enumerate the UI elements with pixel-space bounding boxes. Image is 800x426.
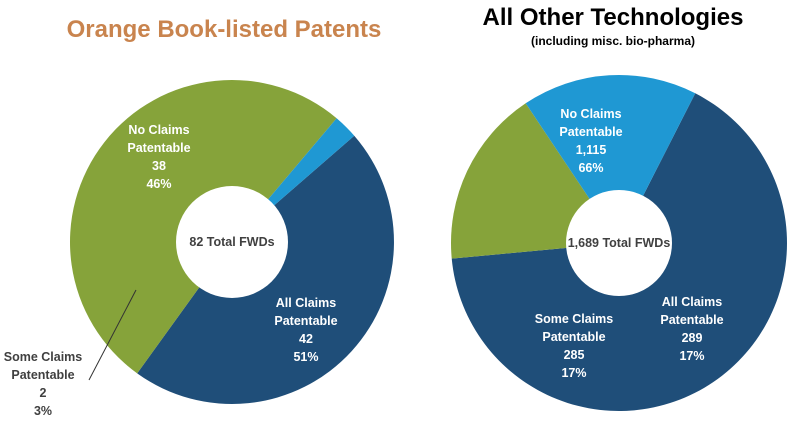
orange-book-title: Orange Book-listed Patents — [67, 16, 382, 43]
label-line: All Claims — [662, 295, 722, 309]
label-line: Patentable — [274, 314, 337, 328]
label-line: 3% — [34, 404, 52, 418]
other-tech-chart: All Other Technologies (including misc. … — [450, 4, 787, 411]
orange-book-chart: Orange Book-listed Patents 82 Total FWDs… — [4, 16, 394, 418]
slice-some-claims — [525, 74, 696, 243]
orange-book-center-label: 82 Total FWDs — [189, 235, 274, 249]
label-line: Patentable — [11, 368, 74, 382]
label-line: 46% — [146, 177, 171, 191]
label-line: 38 — [152, 159, 166, 173]
label-line: Patentable — [559, 125, 622, 139]
other-tech-title: All Other Technologies — [483, 4, 744, 31]
label-line: 17% — [679, 349, 704, 363]
label-line: Some Claims — [4, 350, 83, 364]
donut-hole — [566, 190, 672, 296]
donut-hole — [176, 186, 288, 298]
label-line: Patentable — [542, 330, 605, 344]
label-some-claims: Some Claims Patentable 2 3% — [4, 350, 83, 418]
label-line: 51% — [293, 350, 318, 364]
label-some-claims: Some Claims Patentable 285 17% — [535, 312, 614, 380]
label-all-claims: All Claims Patentable 42 51% — [274, 296, 337, 364]
label-line: Some Claims — [535, 312, 614, 326]
label-line: 2 — [40, 386, 47, 400]
label-all-claims: All Claims Patentable 289 17% — [660, 295, 723, 363]
label-no-claims: No Claims Patentable 1,115 66% — [559, 107, 622, 175]
label-no-claims: No Claims Patentable 38 46% — [127, 123, 190, 191]
label-line: 1,115 — [576, 143, 607, 157]
label-line: No Claims — [560, 107, 621, 121]
label-line: Patentable — [127, 141, 190, 155]
label-line: 285 — [564, 348, 585, 362]
label-line: 17% — [561, 366, 586, 380]
label-line: Patentable — [660, 313, 723, 327]
label-line: All Claims — [276, 296, 336, 310]
label-line: 289 — [682, 331, 703, 345]
label-line: No Claims — [128, 123, 189, 137]
other-tech-subtitle: (including misc. bio-pharma) — [531, 34, 695, 48]
leader-line — [88, 289, 137, 381]
label-line: 42 — [299, 332, 313, 346]
label-line: 66% — [578, 161, 603, 175]
other-tech-center-label: 1,689 Total FWDs — [568, 236, 671, 250]
